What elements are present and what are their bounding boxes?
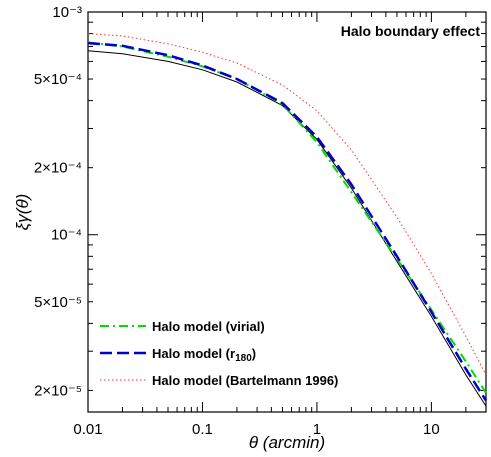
x-tick-label: 1 bbox=[313, 421, 321, 438]
y-tick-label: 10⁻³ bbox=[52, 4, 82, 21]
y-tick-label: 5×10⁻⁴ bbox=[34, 71, 82, 88]
y-tick-label: 2×10⁻⁴ bbox=[34, 160, 82, 177]
axis-ticks: 0.01 0.1 1 10 2×10⁻⁵ 5×10⁻⁵ 10⁻⁴ 2×10⁻⁴ 5×10⁻⁴ 10… bbox=[34, 4, 487, 438]
series-line-2 bbox=[87, 33, 487, 376]
series-line-3 bbox=[87, 50, 487, 407]
x-axis-label: θ (arcmin) bbox=[249, 433, 325, 452]
series-line-0 bbox=[87, 41, 487, 394]
series-layer bbox=[87, 33, 488, 407]
y-tick-label: 2×10⁻⁵ bbox=[34, 382, 82, 399]
chart-annotation: Halo boundary effect bbox=[341, 23, 481, 39]
legend-label-r180: Halo model (r180) bbox=[152, 346, 256, 364]
x-tick-label: 0.01 bbox=[73, 421, 102, 438]
x-tick-label: 0.1 bbox=[192, 421, 213, 438]
legend-label-bartelmann: Halo model (Bartelmann 1996) bbox=[152, 373, 338, 388]
y-tick-label: 5×10⁻⁵ bbox=[34, 294, 82, 311]
legend: Halo model (virial) Halo model (r180) Ha… bbox=[100, 319, 338, 388]
series-line-1 bbox=[87, 41, 488, 402]
y-axis-label: ξγ(θ) bbox=[13, 194, 32, 231]
plot-frame bbox=[87, 11, 487, 413]
y-tick-label: 10⁻⁴ bbox=[51, 227, 82, 244]
x-tick-label: 10 bbox=[423, 421, 440, 438]
legend-label-virial: Halo model (virial) bbox=[152, 319, 265, 334]
